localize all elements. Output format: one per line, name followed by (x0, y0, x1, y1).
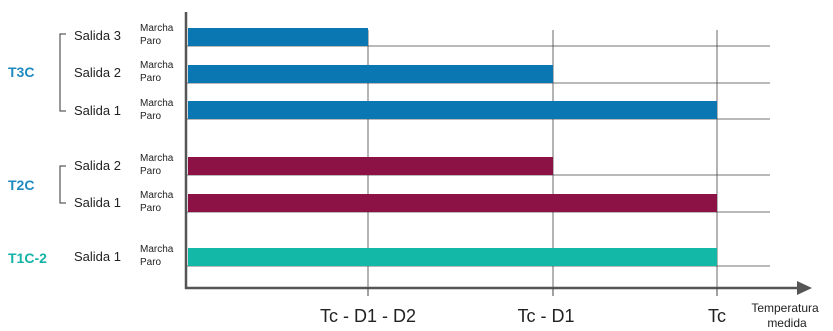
group-label-t3c: T3C (8, 64, 34, 80)
marcha-label: Marcha (140, 98, 174, 109)
group-label-t2c: T2C (8, 177, 34, 193)
paro-label: Paro (140, 111, 162, 122)
output-label: Salida 2 (74, 158, 121, 173)
bar-t3c-salida-3 (188, 28, 368, 46)
output-label: Salida 1 (74, 103, 121, 118)
marcha-label: Marcha (140, 153, 174, 164)
paro-label: Paro (140, 36, 162, 47)
marcha-label: Marcha (140, 190, 174, 201)
bar-t3c-salida-1 (188, 101, 717, 119)
x-tick-label-tc: Tc (708, 306, 726, 326)
output-label: Salida 2 (74, 65, 121, 80)
paro-label: Paro (140, 166, 162, 177)
x-axis-label-line1: Temperatura (751, 301, 819, 315)
x-axis-label-line2: medida (767, 316, 807, 330)
marcha-label: Marcha (140, 60, 174, 71)
output-label: Salida 1 (74, 195, 121, 210)
paro-label: Paro (140, 257, 162, 268)
x-axis-arrow-icon (797, 281, 812, 295)
paro-label: Paro (140, 73, 162, 84)
x-tick-label-tc-d1-d2: Tc - D1 - D2 (320, 306, 416, 326)
marcha-label: Marcha (140, 244, 174, 255)
output-label: Salida 3 (74, 28, 121, 43)
bar-t2c-salida-2 (188, 157, 553, 175)
output-label: Salida 1 (74, 249, 121, 264)
bar-t1c2-salida-1 (188, 248, 717, 266)
bracket-t2c (59, 165, 66, 204)
group-label-t1c-2: T1C-2 (8, 250, 47, 266)
x-tick-label-tc-d1: Tc - D1 (517, 306, 574, 326)
paro-label: Paro (140, 203, 162, 214)
bar-t3c-salida-2 (188, 65, 553, 83)
bar-t2c-salida-1 (188, 194, 717, 212)
bracket-t3c (59, 33, 66, 112)
marcha-label: Marcha (140, 23, 174, 34)
